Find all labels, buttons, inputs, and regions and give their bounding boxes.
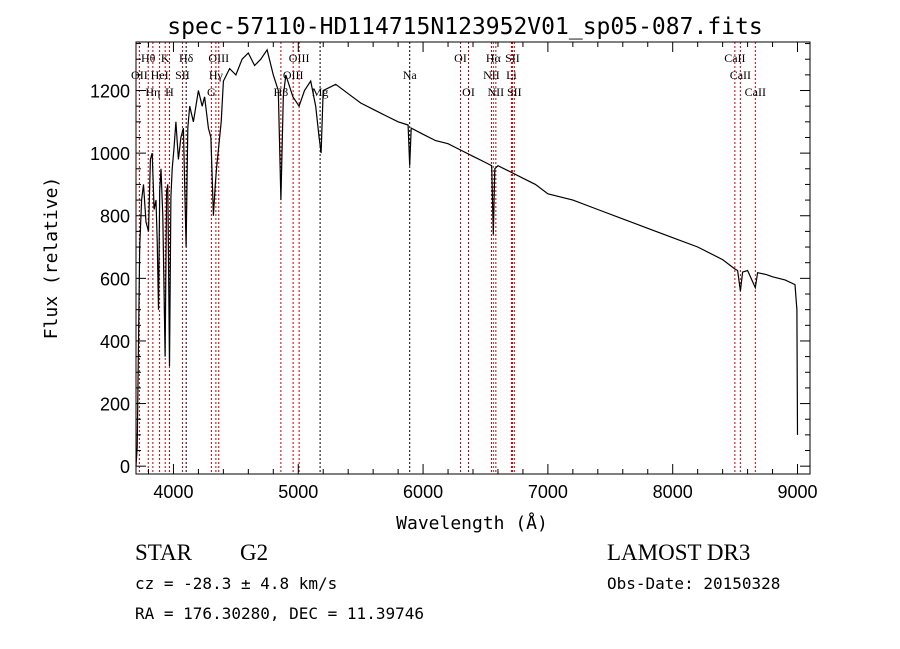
y-tick-label: 200 [100, 395, 130, 415]
line-label: Hβ [274, 85, 289, 99]
line-label: OIII [289, 51, 310, 65]
line-label: Mg [312, 85, 329, 99]
object-type: STAR [135, 540, 193, 565]
spectral-line-markers [138, 42, 756, 474]
y-tick-label: 0 [120, 457, 130, 477]
line-label: CaII [745, 85, 766, 99]
x-tick-label: 8000 [653, 482, 693, 502]
x-axis-label: Wavelength (Å) [396, 512, 548, 534]
line-label: CaII [730, 68, 751, 82]
line-label: Na [403, 68, 418, 82]
plot-frame [135, 41, 811, 475]
line-label: Hα [486, 51, 502, 65]
line-label: OI [454, 51, 467, 65]
spectrum-line [135, 48, 799, 467]
line-label: Li [506, 68, 517, 82]
x-tick-label: 5000 [278, 482, 318, 502]
line-label: K [161, 51, 170, 65]
survey-name: LAMOST DR3 [607, 540, 750, 565]
line-label: NII [483, 68, 500, 82]
axis-ticks: 4000 5000 6000 7000 8000 9000 0 200 400 600 800 100… [90, 42, 818, 502]
line-label: Hθ [141, 51, 156, 65]
y-tick-label: 800 [100, 207, 130, 227]
y-tick-label: 1000 [90, 144, 130, 164]
x-tick-label: 9000 [777, 482, 817, 502]
line-label: OIII [208, 51, 229, 65]
y-tick-label: 600 [100, 269, 130, 289]
line-label: NII [488, 85, 505, 99]
line-label: Hδ [179, 51, 194, 65]
redshift-text: cz = -28.3 ± 4.8 km/s [135, 574, 337, 593]
chart-title: spec-57110-HD114715N123952V01_sp05-087.f… [167, 14, 762, 40]
x-tick-label: 6000 [403, 482, 443, 502]
line-label: H [165, 85, 174, 99]
coordinates: RA = 176.30280, DEC = 11.39746 [135, 604, 424, 623]
y-tick-label: 1200 [90, 82, 130, 102]
obs-date: Obs-Date: 20150328 [607, 574, 780, 593]
line-label: OI [462, 85, 475, 99]
line-label: OIII [283, 68, 304, 82]
x-tick-label: 7000 [528, 482, 568, 502]
line-label: Hγ [209, 68, 224, 82]
y-axis-label: Flux (relative) [41, 177, 62, 340]
subclass: G2 [240, 540, 268, 565]
line-label: SII [507, 85, 522, 99]
x-tick-label: 4000 [153, 482, 193, 502]
line-label: Hη [145, 85, 160, 99]
line-label: G [207, 85, 216, 99]
line-label: SII [505, 51, 520, 65]
line-label: CaII [724, 51, 745, 65]
y-tick-label: 400 [100, 332, 130, 352]
line-label: SII [175, 68, 190, 82]
line-label: HeI [151, 68, 169, 82]
